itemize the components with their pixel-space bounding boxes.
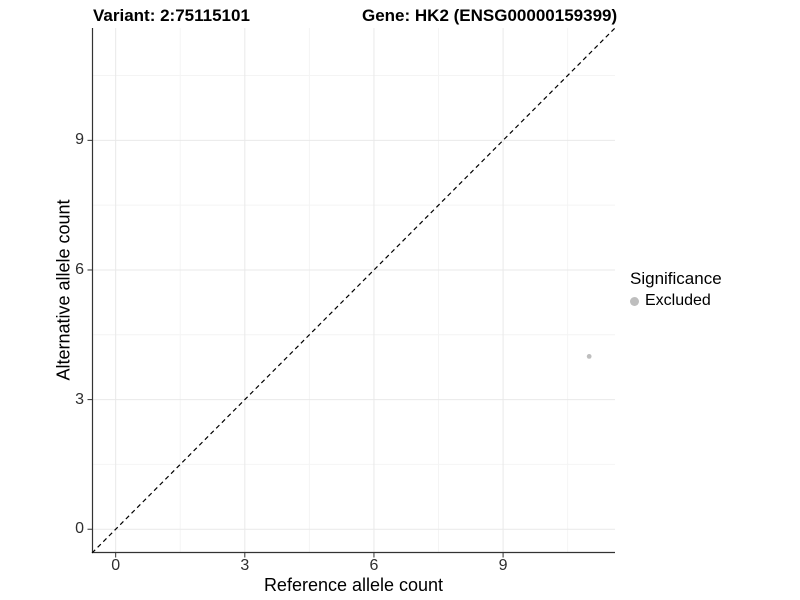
data-point	[586, 353, 592, 359]
legend-key-dot-icon	[630, 296, 639, 306]
y-tick-label: 6	[75, 260, 84, 278]
legend: Significance Excluded	[630, 269, 722, 310]
legend-title: Significance	[630, 269, 722, 288]
plot-svg	[87, 27, 616, 558]
x-tick-label: 6	[369, 557, 379, 574]
y-tick-label: 3	[75, 390, 84, 408]
legend-entries: Excluded	[630, 292, 722, 310]
plot-panel	[87, 27, 616, 558]
y-tick-label: 0	[75, 520, 84, 538]
x-tick-label: 0	[111, 557, 121, 574]
variant-title: Variant: 2:75115101	[93, 6, 250, 25]
gene-title: Gene: HK2 (ENSG00000159399)	[362, 6, 618, 25]
x-axis-title: Reference allele count	[263, 575, 444, 595]
x-tick-label: 9	[498, 557, 508, 574]
y-axis-title: Alternative allele count	[53, 199, 74, 381]
identity-reference-line	[91, 27, 616, 554]
y-tick-label: 9	[75, 131, 84, 149]
x-tick-label: 3	[240, 557, 250, 574]
legend-entry: Excluded	[630, 292, 722, 310]
legend-entry-label: Excluded	[645, 292, 711, 309]
